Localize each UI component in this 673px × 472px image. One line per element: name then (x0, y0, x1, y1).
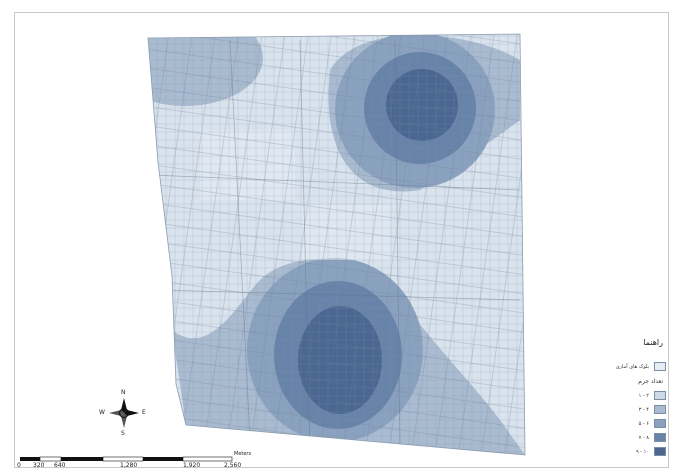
legend-class-title: تعداد جرم (638, 378, 663, 385)
scale-tick-4: 1,920 (183, 462, 201, 469)
legend-label-class-2: ۳ - ۴ (638, 407, 649, 413)
legend-label-class-3: ۵ - ۶ (638, 421, 649, 427)
study-area (148, 34, 525, 455)
study-boundary (147, 33, 526, 456)
compass-e-label: E (142, 409, 146, 416)
legend-label-class-1: ۱ - ۲ (638, 393, 649, 399)
legend-swatch-class-3 (654, 419, 666, 428)
legend-title: راهنما (643, 338, 663, 347)
scale-tick-3: 1,280 (120, 462, 138, 469)
scale-tick-2: 640 (54, 462, 66, 469)
legend-label-class-4: ۷ - ۸ (638, 435, 649, 441)
legend-swatch-class-2 (654, 405, 666, 414)
compass-w-label: W (99, 409, 105, 416)
main-roads (149, 39, 521, 451)
scale-tick-5: 2,560 (224, 462, 242, 469)
compass-n-label: N (121, 389, 126, 396)
legend-label-class-5: ۹ - ۱۰ (635, 449, 649, 455)
legend-swatch-class-4 (654, 433, 666, 442)
compass-s-label: S (121, 430, 125, 437)
legend-swatch-boundary (654, 362, 666, 371)
legend-label-boundary: بلوک های آماری (615, 364, 649, 370)
scale-tick-1: 320 (33, 462, 45, 469)
legend-swatch-class-1 (654, 391, 666, 400)
street-network-major (148, 34, 525, 455)
legend-swatch-class-5 (654, 447, 666, 456)
scale-bar (20, 456, 233, 462)
scale-unit-label: Meters (234, 451, 252, 457)
scale-tick-0: 0 (17, 462, 21, 469)
north-arrow (109, 398, 139, 428)
